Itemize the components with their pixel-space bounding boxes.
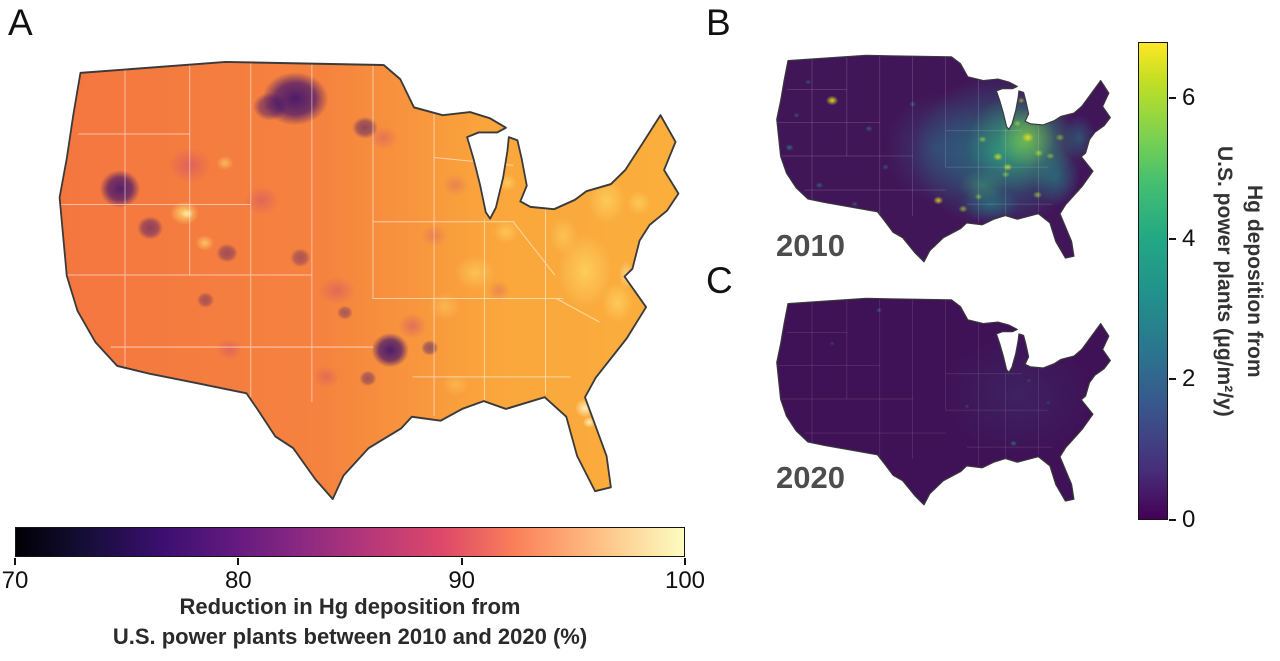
- colorbar-a-tick-label: 70: [1, 567, 29, 594]
- deposition-blobs-2020: [829, 307, 1091, 455]
- colorbar-a-tick-mark: [14, 558, 16, 565]
- state-boundaries-c: [777, 298, 1053, 466]
- colorbar-bc-gradient: [1138, 42, 1168, 520]
- colorbar-bc-tick-mark: [1169, 97, 1176, 100]
- colorbar-a-tick-label: 100: [664, 567, 706, 594]
- heatmap-field-a: [59, 61, 679, 500]
- colorbar-bc-tick-label: 0: [1182, 506, 1196, 533]
- year-label-2010: 2010: [776, 228, 845, 263]
- panel-c-letter: C: [706, 260, 733, 301]
- colorbar-bc-tick-label: 6: [1182, 84, 1196, 112]
- colorbar-a-tick-label: 90: [448, 567, 476, 594]
- colorbar-a-caption-line1: Reduction in Hg deposition from: [179, 594, 521, 619]
- us-map-panel-b: [776, 54, 1111, 263]
- colorbar-bc-tick-label: 4: [1182, 224, 1196, 252]
- colorbar-bc-tick-mark: [1169, 519, 1176, 521]
- colorbar-bc-axis-label: Hg deposition from U.S. power plants (μg…: [1205, 42, 1269, 520]
- colorbar-panel-a: 70 80 90 100: [2, 527, 705, 597]
- us-map-panel-a: [58, 60, 680, 501]
- us-outline-c: [776, 297, 1111, 506]
- colorbar-a-caption: Reduction in Hg deposition from U.S. pow…: [15, 592, 685, 652]
- heatmap-field-b: [776, 55, 1111, 262]
- us-map-panel-c: [776, 297, 1111, 506]
- us-outline-a: [58, 60, 680, 501]
- colorbar-a-tick-mark: [460, 558, 463, 565]
- colorbar-panels-bc: 6 4 2 0: [1138, 42, 1268, 533]
- colorbar-a-gradient: [15, 527, 685, 557]
- colorbar-bc-axis-label-line2: U.S. power plants (μg/m²/y): [1213, 145, 1236, 417]
- colorbar-a-tick-mark: [237, 558, 240, 565]
- colorbar-a-tick-label: 80: [224, 567, 252, 594]
- colorbar-a-tick-mark: [684, 558, 686, 565]
- us-outline-b: [776, 54, 1111, 263]
- panel-b-letter: B: [706, 2, 731, 43]
- colorbar-a-caption-line2: U.S. power plants between 2010 and 2020 …: [112, 624, 588, 649]
- panel-a-letter: A: [8, 2, 33, 43]
- year-label-2020: 2020: [776, 460, 845, 495]
- colorbar-bc-tick-mark: [1169, 378, 1176, 381]
- colorbar-bc-axis-label-line1: Hg deposition from: [1243, 184, 1266, 378]
- state-boundaries-a: [60, 61, 600, 416]
- colorbar-bc-tick-mark: [1169, 237, 1176, 240]
- state-boundaries-b: [777, 55, 1053, 223]
- colorbar-bc-tick-label: 2: [1182, 365, 1196, 393]
